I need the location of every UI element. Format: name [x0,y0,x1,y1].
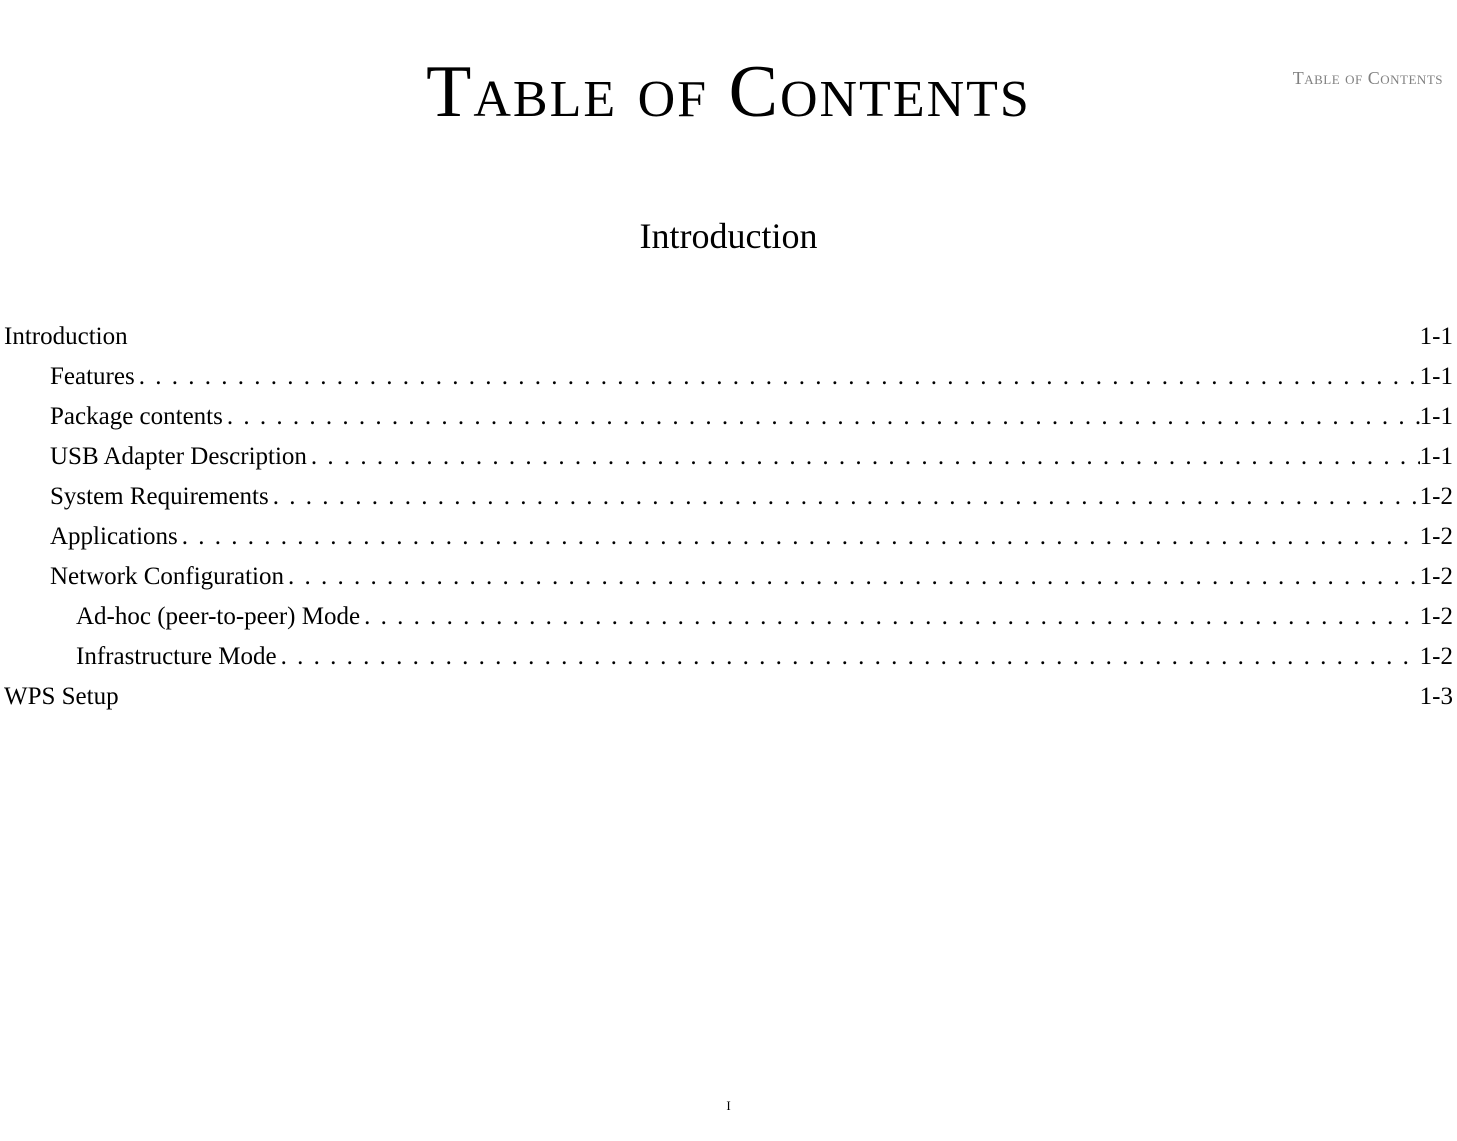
toc-entry: USB Adapter Description 1-1 [4,437,1453,477]
toc-label: Features [50,357,135,397]
toc-entry: Applications 1-2 [4,517,1453,557]
toc-entry: Infrastructure Mode 1-2 [4,637,1453,677]
toc-page: 1-2 [1420,597,1453,637]
toc-page: 1-1 [1420,397,1453,437]
toc-label: Ad-hoc (peer-to-peer) Mode [76,597,360,637]
toc-label: Package contents [50,397,223,437]
toc-label: Applications [50,517,178,557]
toc-entry: WPS Setup 1-3 [4,677,1453,717]
toc-entry: Ad-hoc (peer-to-peer) Mode 1-2 [4,597,1453,637]
section-header: Introduction [0,215,1457,257]
toc-leader [223,397,1420,437]
toc-leader [360,597,1420,637]
toc-label: Network Configuration [50,557,284,597]
toc-label: Infrastructure Mode [76,637,277,677]
toc-entry: Introduction 1-1 [4,317,1453,357]
toc-leader [284,557,1420,597]
page-number: i [726,1094,730,1115]
toc-entry: Network Configuration 1-2 [4,557,1453,597]
toc-page: 1-1 [1420,437,1453,477]
toc-page: 1-2 [1420,517,1453,557]
toc-leader [307,437,1420,477]
toc-leader [135,357,1420,397]
toc-entry: Package contents 1-1 [4,397,1453,437]
toc-page: 1-3 [1420,677,1453,717]
toc-container: Introduction1-1Features1-1Package conten… [0,317,1457,717]
toc-page: 1-2 [1420,557,1453,597]
toc-page: 1-1 [1420,357,1453,397]
toc-page: 1-2 [1420,477,1453,517]
running-header: Table of Contents [1293,68,1443,89]
toc-entry: System Requirements 1-2 [4,477,1453,517]
page-title: Table of Contents [0,50,1457,135]
toc-leader [277,637,1420,677]
toc-page: 1-1 [1420,317,1453,357]
toc-label: USB Adapter Description [50,437,307,477]
toc-leader [269,477,1420,517]
toc-label: Introduction [4,317,128,357]
toc-page: 1-2 [1420,637,1453,677]
toc-label: WPS Setup [4,677,119,717]
toc-leader [178,517,1420,557]
toc-entry: Features 1-1 [4,357,1453,397]
toc-label: System Requirements [50,477,269,517]
